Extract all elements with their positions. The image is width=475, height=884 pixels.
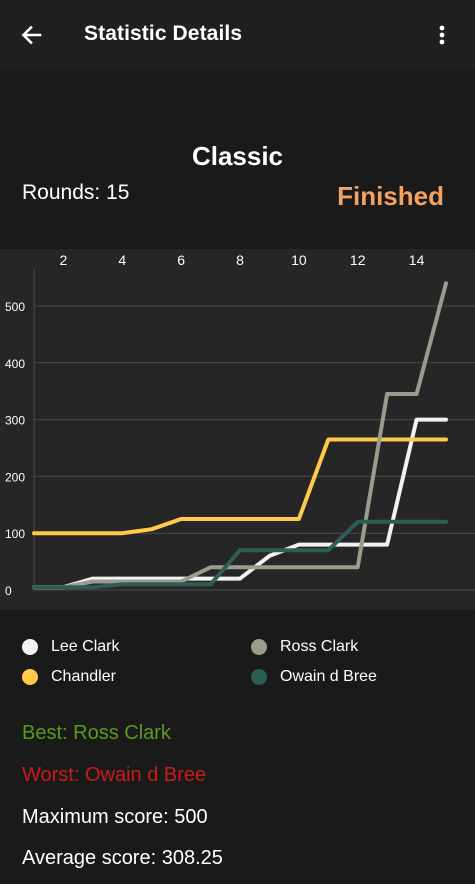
app-bar: Statistic Details bbox=[0, 0, 475, 69]
legend-label: Lee Clark bbox=[51, 638, 120, 655]
x-tick-label: 6 bbox=[177, 252, 185, 268]
legend-label: Ross Clark bbox=[280, 638, 359, 655]
y-tick-label: 300 bbox=[5, 414, 25, 428]
legend-dot bbox=[251, 669, 267, 685]
y-tick-label: 100 bbox=[5, 527, 25, 541]
x-tick-label: 2 bbox=[60, 252, 68, 268]
legend-label: Owain d Bree bbox=[280, 668, 377, 685]
x-tick-label: 10 bbox=[291, 252, 307, 268]
series-line-lee-clark bbox=[32, 417, 448, 590]
average-score: Average score: 308.25 bbox=[22, 847, 223, 869]
x-tick-label: 4 bbox=[118, 252, 126, 268]
legend-item-ross-clark: Ross Clark bbox=[251, 636, 358, 658]
y-tick-label: 200 bbox=[5, 470, 25, 484]
best-player: Best: Ross Clark bbox=[22, 722, 171, 744]
y-tick-label: 500 bbox=[5, 300, 25, 314]
more-vertical-icon bbox=[439, 25, 445, 45]
chart-legend: Lee Clark Ross Clark Chandler Owain d Br… bbox=[0, 628, 475, 698]
y-tick-label: 400 bbox=[5, 357, 25, 371]
back-button[interactable] bbox=[10, 14, 52, 56]
rounds-count: Rounds: 15 bbox=[22, 181, 130, 204]
arrow-left-icon bbox=[21, 25, 42, 45]
legend-label: Chandler bbox=[51, 668, 116, 685]
legend-dot bbox=[251, 639, 267, 655]
page-title: Statistic Details bbox=[84, 22, 243, 45]
legend-item-owain-d-bree: Owain d Bree bbox=[251, 666, 377, 688]
legend-dot bbox=[22, 669, 38, 685]
x-tick-label: 8 bbox=[236, 252, 244, 268]
game-title: Classic bbox=[191, 141, 284, 171]
score-chart: 2 4 6 8 10 12 14 0 100 200 300 400 500 bbox=[0, 249, 475, 610]
game-status: Finished bbox=[337, 181, 444, 211]
legend-item-lee-clark: Lee Clark bbox=[22, 636, 119, 658]
x-tick-label: 14 bbox=[409, 252, 425, 268]
series-line-ross-clark bbox=[32, 281, 448, 590]
maximum-score: Maximum score: 500 bbox=[22, 806, 208, 828]
legend-item-chandler: Chandler bbox=[22, 666, 116, 688]
series-line-owain-d-bree bbox=[32, 519, 448, 590]
worst-player: Worst: Owain d Bree bbox=[22, 764, 207, 786]
x-tick-label: 12 bbox=[350, 252, 366, 268]
score-line-chart: 2 4 6 8 10 12 14 0 100 200 300 400 500 bbox=[0, 249, 475, 610]
y-tick-label: 0 bbox=[5, 584, 12, 598]
series-line-chandler bbox=[32, 437, 448, 536]
legend-dot bbox=[22, 639, 38, 655]
more-options-button[interactable] bbox=[422, 14, 462, 56]
